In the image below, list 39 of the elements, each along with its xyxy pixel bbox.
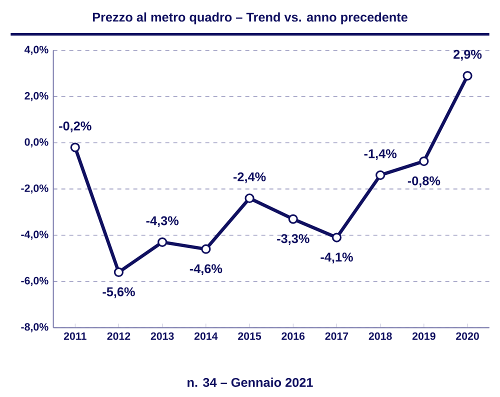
x-tick-label: 2020 [456, 332, 479, 340]
x-tick-label: 2018 [368, 332, 392, 340]
x-tick-label: 2013 [150, 332, 174, 340]
data-label: -2,4% [233, 172, 266, 184]
point [201, 244, 211, 254]
data-label: -4,1% [320, 252, 353, 264]
point [244, 193, 254, 204]
point [419, 156, 429, 166]
y-tick-label: 0,0% [24, 138, 48, 148]
x-tick-label: 2017 [325, 332, 348, 340]
x-tick-label: 2014 [194, 332, 218, 340]
point [70, 142, 80, 152]
chart-title: Prezzo al metro quadro – Trend vs. anno precedente [92, 12, 408, 24]
point [114, 267, 124, 277]
point [332, 232, 342, 242]
x-tick-label: 2012 [107, 332, 130, 340]
y-tick-label: -4,0% [21, 230, 48, 240]
data-label: 2,9% [454, 50, 482, 61]
data-label: -4,3% [146, 216, 179, 228]
data-label: -5,6% [102, 287, 135, 298]
point [376, 170, 386, 180]
text: n. 34 – Gennaio 2021 [188, 378, 313, 387]
point [288, 214, 298, 224]
data-label: -1,4% [364, 149, 397, 160]
y-tick-label: -6,0% [21, 276, 48, 286]
y-tick-label: -8,0% [21, 323, 48, 332]
data-label: -4,6% [190, 264, 222, 276]
y-tick-label: 4,0% [24, 46, 48, 55]
point [158, 237, 168, 247]
data-label: -0,8% [408, 176, 440, 188]
data-label: -0,2% [59, 121, 92, 132]
x-tick-label: 2016 [282, 332, 305, 340]
data-label: -3,3% [277, 234, 310, 245]
y-tick-label: -2,0% [21, 184, 48, 194]
x-tick-label: 2015 [238, 332, 262, 340]
y-tick-label: 2,0% [24, 92, 48, 102]
x-tick-label: 2011 [64, 332, 86, 340]
x-tick-label: 2019 [412, 332, 436, 340]
point [462, 70, 472, 81]
